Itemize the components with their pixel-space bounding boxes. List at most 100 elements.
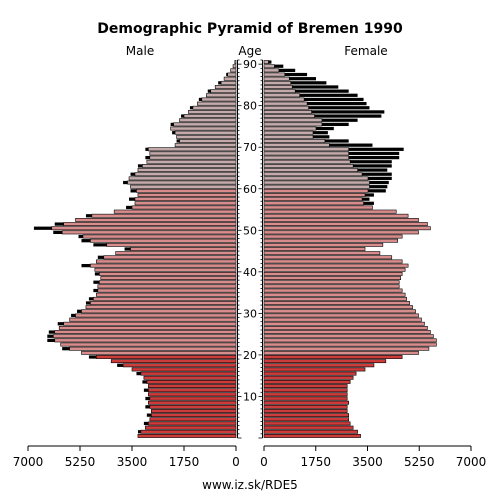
male-excess-age-57 [129,197,135,201]
female-bar-age-81 [263,97,305,102]
male-bar-age-35 [97,288,237,293]
female-bar-age-11 [263,388,348,393]
male-excess-age-41 [81,263,91,268]
female-bar-age-48 [263,234,403,239]
female-excess-age-72 [313,135,330,139]
male-bar-age-72 [176,134,237,139]
male-bar-age-45 [130,247,237,251]
male-bar-age-6 [151,409,237,413]
female-bar-age-82 [263,93,300,98]
male-excess-age-67 [145,155,150,160]
male-x-axis: 7000 5250 3500 1750 0 [13,445,240,469]
female-bar-age-16 [263,367,366,372]
female-excess-age-86 [289,77,316,81]
male-excess-age-55 [126,205,132,210]
female-bars [263,60,437,438]
male-excess-age-73 [172,131,176,135]
female-excess-age-61 [369,180,389,185]
male-bar-age-63 [134,172,237,177]
female-excess-age-81 [304,97,364,102]
female-bar-age-56 [263,201,364,206]
female-bar-age-60 [263,184,370,189]
male-bar-age-57 [134,197,237,202]
x-tick-label: 5250 [404,455,435,469]
female-bar-age-65 [263,164,354,168]
male-bar-age-58 [137,193,237,197]
male-excess-age-11 [143,388,149,392]
female-excess-age-73 [313,131,328,135]
female-excess-age-78 [311,110,385,114]
female-bar-age-10 [263,392,348,397]
male-bar-age-8 [148,400,237,405]
female-excess-age-67 [348,155,400,160]
female-bar-age-69 [263,147,349,152]
male-bar-age-27 [63,321,237,326]
male-bar-age-31 [85,305,237,310]
female-bar-age-64 [263,168,358,172]
female-bar-age-54 [263,209,397,214]
female-bar-age-25 [263,330,431,335]
male-bar-age-29 [75,313,237,318]
female-bar-age-44 [263,251,381,256]
female-bar-age-9 [263,396,348,401]
female-bar-age-83 [263,89,296,94]
male-excess-age-35 [93,288,98,293]
female-bar-age-32 [263,301,410,305]
female-bar-age-8 [263,400,349,405]
female-bar-age-37 [263,280,400,285]
female-bar-age-42 [263,259,403,264]
female-bar-age-30 [263,309,416,314]
male-excess-age-65 [137,164,143,168]
male-bar-age-49 [61,230,237,235]
female-excess-age-75 [321,122,349,127]
male-bar-age-67 [149,155,237,160]
chart-title: Demographic Pyramid of Bremen 1990 [97,21,403,37]
male-bar-age-74 [170,126,237,131]
male-excess-age-87 [226,72,228,77]
male-excess-age-15 [136,371,141,376]
male-bar-age-69 [148,147,237,152]
female-bar-age-78 [263,110,312,114]
male-excess-age-17 [117,363,124,367]
male-bar-age-65 [142,164,237,168]
male-excess-age-9 [145,396,150,401]
male-bar-age-59 [136,188,237,193]
female-bar-age-40 [263,267,406,272]
male-bar-age-80 [197,101,237,106]
male-bar-age-37 [99,280,237,285]
male-excess-age-1 [137,430,141,434]
x-tick-label: 0 [232,455,240,469]
age-axis: 10 20 30 40 50 60 70 80 90 [237,58,263,439]
male-bar-age-68 [149,151,237,156]
female-bar-age-38 [263,276,401,281]
male-bar-age-28 [69,317,237,322]
female-bar-age-27 [263,321,425,326]
female-bar-age-71 [263,139,326,143]
male-excess-age-69 [145,147,149,151]
male-bars [33,60,237,438]
male-excess-age-51 [54,222,64,226]
male-bar-age-56 [134,201,237,206]
x-tick-label: 7000 [456,455,487,469]
male-label: Male [126,44,154,58]
female-bar-age-7 [263,404,348,409]
female-excess-age-70 [329,143,373,147]
female-excess-age-58 [365,193,374,197]
male-bar-age-73 [174,130,237,135]
male-bar-age-10 [148,392,237,397]
male-bar-age-71 [179,139,237,143]
male-bar-age-55 [131,205,237,210]
female-bar-age-18 [263,359,387,364]
male-excess-age-71 [176,139,180,143]
male-excess-age-48 [78,234,83,239]
male-bar-age-22 [60,342,237,347]
x-tick-label: 1750 [169,455,200,469]
male-bar-age-61 [127,180,237,185]
female-excess-age-90 [268,60,272,64]
female-bar-age-24 [263,334,434,339]
male-bar-age-87 [227,72,237,77]
female-bar-age-46 [263,242,384,247]
male-bar-age-50 [51,226,237,231]
male-excess-age-29 [71,313,76,318]
female-bar-age-61 [263,180,370,185]
